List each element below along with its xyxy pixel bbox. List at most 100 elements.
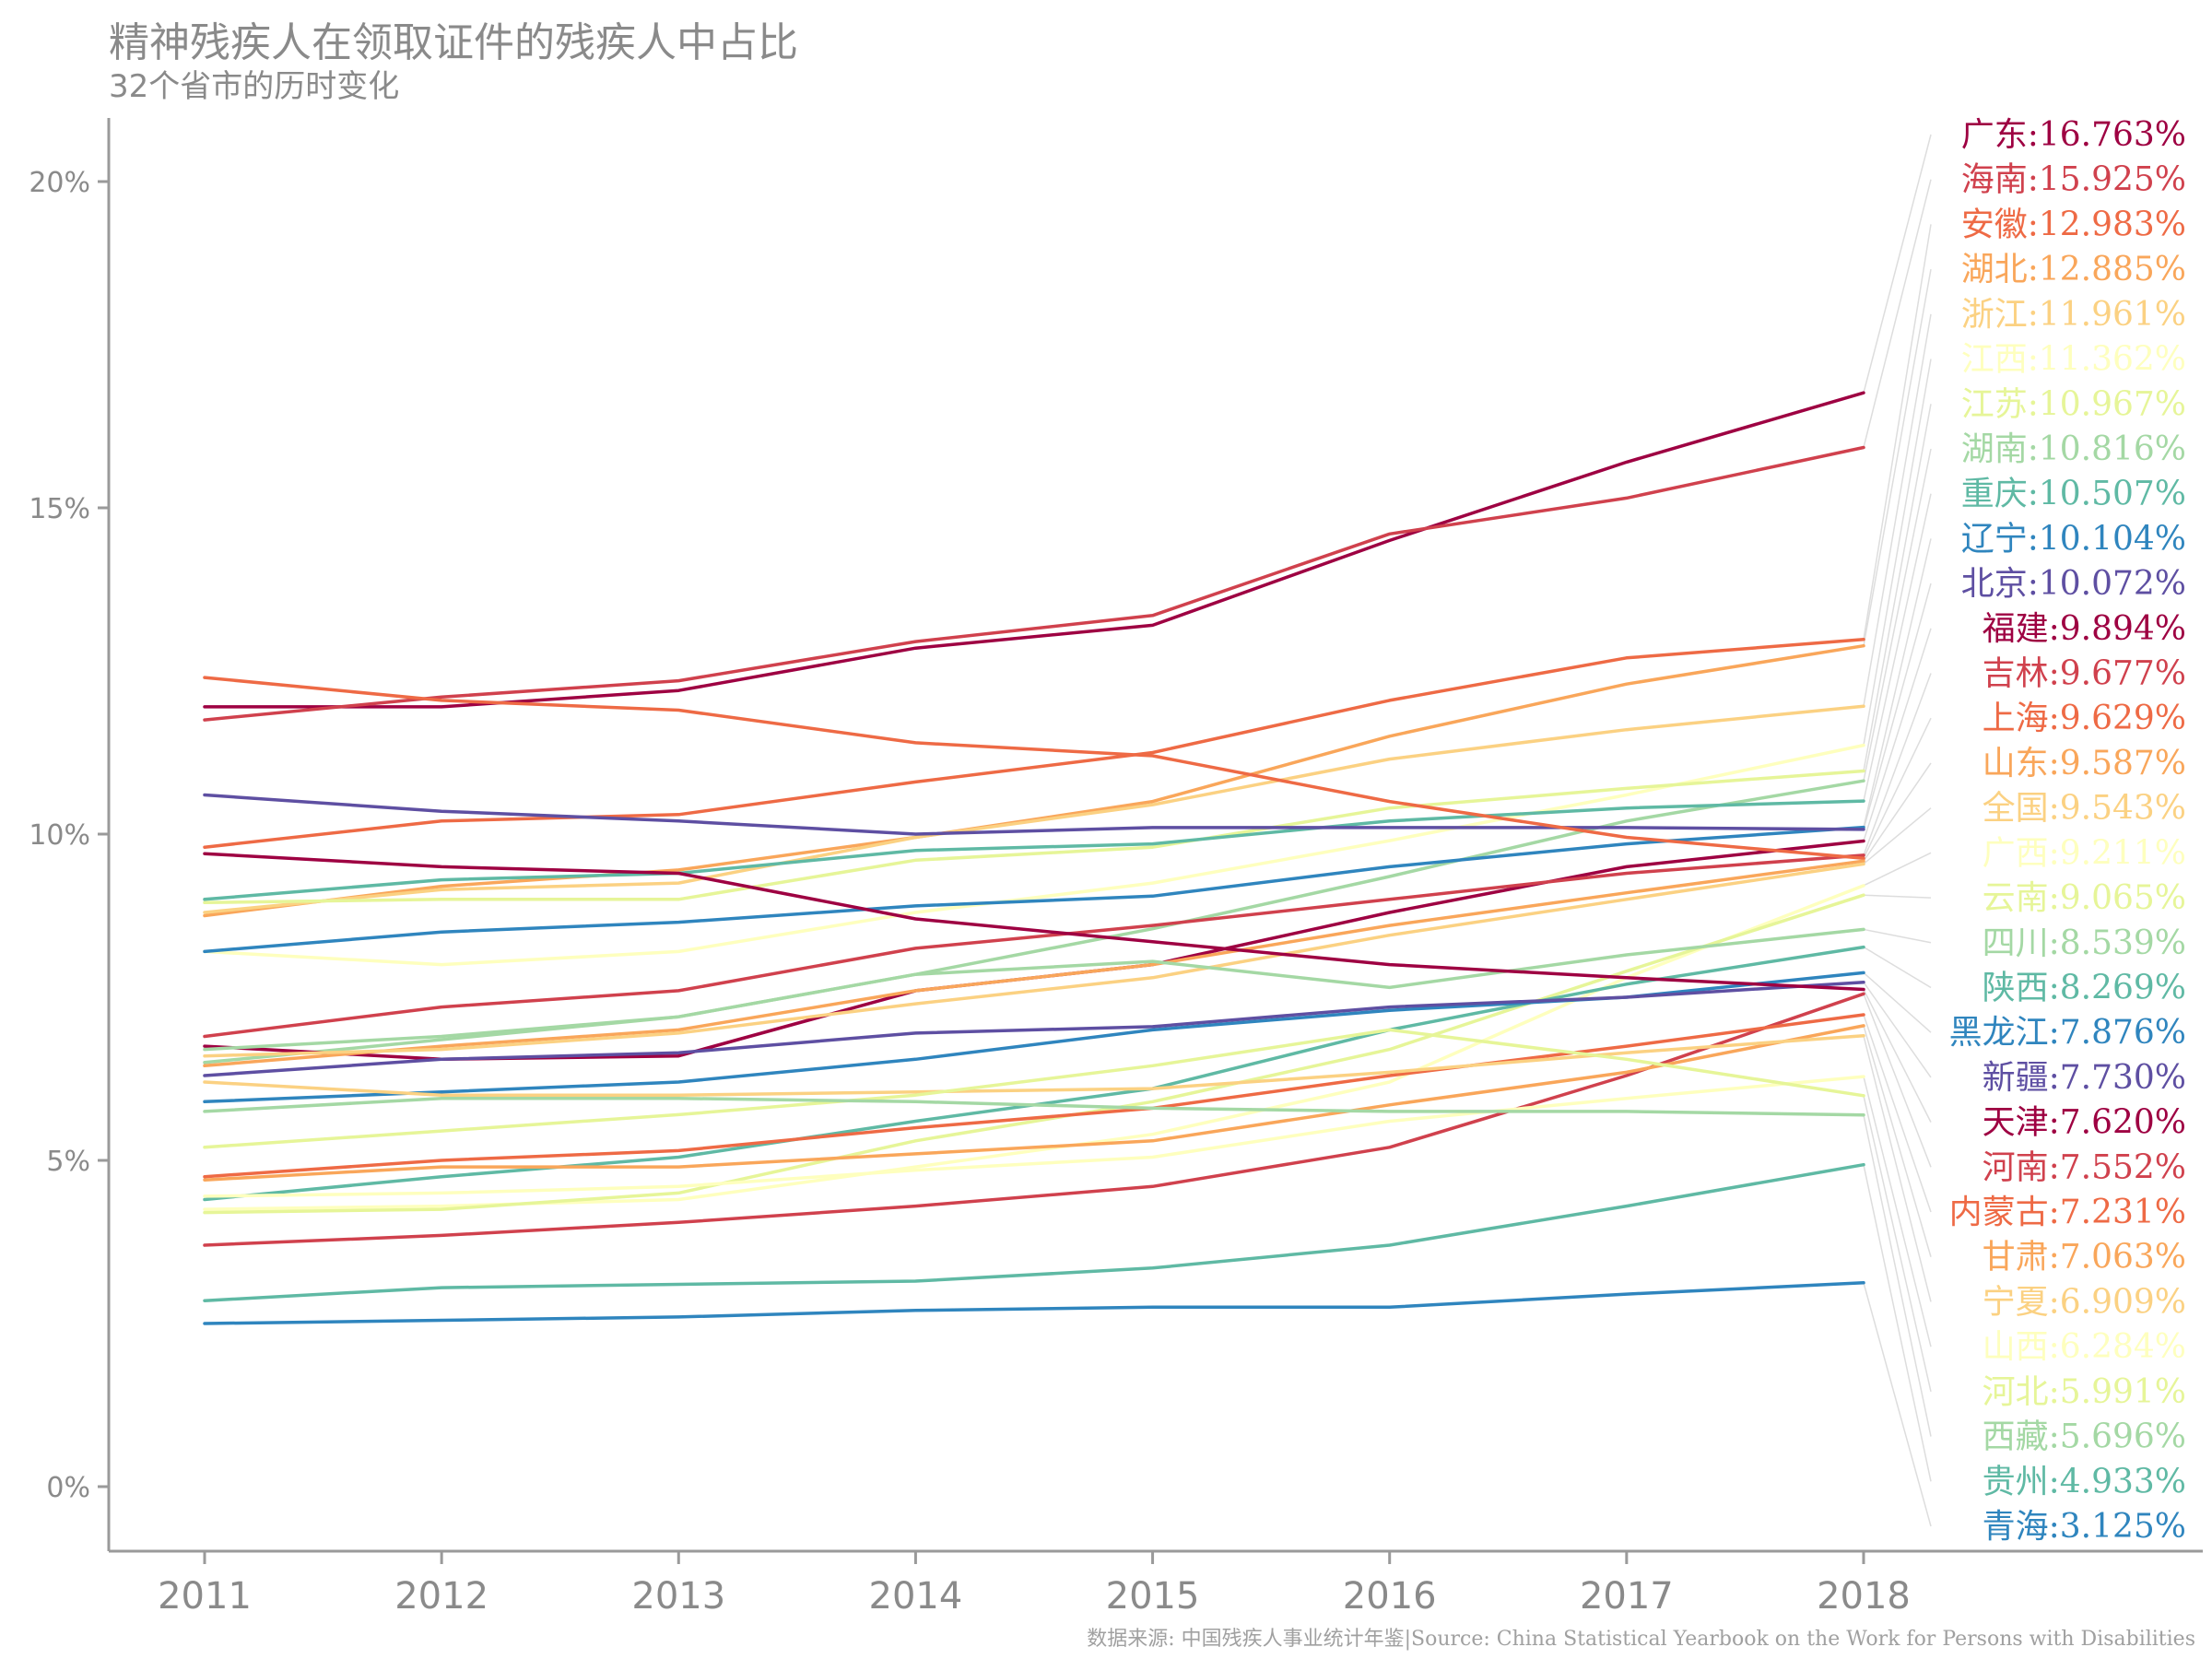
x-tick-label: 2013 — [631, 1575, 725, 1618]
series-line-海南 — [203, 445, 1865, 722]
series-line-天津 — [203, 852, 1865, 992]
end-label-天津: 天津:7.620% — [1983, 1104, 2186, 1142]
label-connector — [1863, 994, 1932, 1168]
label-connector — [1863, 1282, 1932, 1527]
y-tick-label: 15% — [29, 493, 90, 525]
end-label-北京: 北京:10.072% — [1961, 565, 2186, 603]
y-tick-label: 20% — [29, 167, 90, 199]
chart-title: 精神残疾人在领取证件的残疾人中占比 — [109, 19, 798, 66]
end-label-广西: 广西:9.211% — [1983, 834, 2186, 872]
end-label-江苏: 江苏:10.967% — [1961, 385, 2186, 423]
end-label-青海: 青海:3.125% — [1983, 1508, 2186, 1546]
label-connector — [1863, 493, 1932, 802]
series-line-河北 — [203, 1028, 1865, 1149]
series-line-辽宁 — [203, 825, 1865, 954]
end-labels: 广东:16.763% 海南:15.925% 安徽:12.983% 湖北:12.885%… — [1949, 116, 2186, 1546]
label-connector — [1863, 582, 1932, 830]
label-connector — [1863, 1164, 1932, 1482]
label-connector — [1863, 971, 1932, 1033]
end-label-湖北: 湖北:12.885% — [1961, 251, 2186, 288]
series-line-新疆 — [203, 980, 1865, 1077]
end-label-四川: 四川:8.539% — [1983, 924, 2186, 962]
x-tick-label: 2015 — [1106, 1575, 1200, 1618]
series-line-甘肃 — [203, 1024, 1865, 1182]
label-connector — [1863, 404, 1932, 771]
series-line-河南 — [203, 992, 1865, 1247]
label-connector — [1863, 1025, 1932, 1257]
label-connector — [1863, 313, 1932, 707]
series-line-湖南 — [203, 779, 1865, 1065]
label-connector — [1863, 1035, 1932, 1302]
source-note: 数据来源: 中国残疾人事业统计年鉴|Source: China Statisti… — [1087, 1628, 2195, 1651]
series-line-内蒙古 — [203, 1013, 1865, 1179]
end-label-新疆: 新疆:7.730% — [1983, 1059, 2186, 1097]
label-connector — [1863, 179, 1932, 448]
series-line-江西 — [203, 743, 1865, 967]
label-connector — [1863, 762, 1932, 862]
end-label-吉林: 吉林:9.677% — [1983, 655, 2186, 693]
series-line-山东 — [203, 859, 1865, 1068]
series-line-西藏 — [203, 1096, 1865, 1117]
end-label-黑龙江: 黑龙江:7.876% — [1949, 1014, 2186, 1052]
series-line-重庆 — [203, 799, 1865, 901]
series-line-江苏 — [203, 769, 1865, 905]
label-connector — [1863, 673, 1932, 856]
series-line-上海 — [203, 676, 1865, 861]
label-connector — [1863, 359, 1932, 746]
label-connector — [1863, 448, 1932, 782]
label-connector — [1863, 268, 1932, 646]
end-label-河北: 河北:5.991% — [1983, 1373, 2186, 1411]
series-line-安徽 — [203, 638, 1865, 849]
y-tick-label: 5% — [46, 1146, 90, 1178]
series-line-青海 — [203, 1281, 1865, 1325]
series-line-云南 — [203, 893, 1865, 1215]
series-line-山西 — [203, 1075, 1865, 1198]
label-connector — [1863, 1095, 1932, 1393]
label-connector — [1863, 989, 1932, 1123]
label-connector — [1863, 1076, 1932, 1347]
end-label-辽宁: 辽宁:10.104% — [1961, 520, 2186, 558]
end-label-江西: 江西:11.362% — [1961, 341, 2186, 379]
label-connector — [1863, 946, 1932, 989]
x-tick-label: 2017 — [1580, 1575, 1674, 1618]
series-line-广东 — [203, 391, 1865, 709]
end-label-浙江: 浙江:11.961% — [1961, 296, 2186, 334]
x-tick-label: 2012 — [394, 1575, 488, 1618]
series-line-浙江 — [203, 704, 1865, 914]
series-line-全国 — [203, 862, 1865, 1058]
end-label-宁夏: 宁夏:6.909% — [1983, 1283, 2186, 1321]
end-label-湖南: 湖南:10.816% — [1961, 430, 2186, 468]
end-label-山西: 山西:6.284% — [1983, 1328, 2186, 1366]
end-label-重庆: 重庆:10.507% — [1961, 476, 2186, 513]
x-tick-label: 2011 — [158, 1575, 252, 1618]
x-tick-label: 2016 — [1343, 1575, 1437, 1618]
label-connector — [1863, 717, 1932, 859]
series-line-四川 — [203, 927, 1865, 1052]
label-connector — [1863, 807, 1932, 865]
x-tick-label: 2018 — [1817, 1575, 1911, 1618]
label-connectors — [1863, 134, 1932, 1527]
label-connector — [1863, 1014, 1932, 1213]
end-label-广东: 广东:16.763% — [1961, 116, 2186, 154]
chart-subtitle: 32个省市的历时变化 — [109, 68, 400, 105]
label-connector — [1863, 852, 1932, 887]
label-connector — [1863, 224, 1932, 640]
label-connector — [1863, 1114, 1932, 1437]
label-connector — [1863, 982, 1932, 1078]
end-label-陕西: 陕西:8.269% — [1983, 969, 2186, 1006]
end-label-安徽: 安徽:12.983% — [1961, 206, 2186, 243]
end-label-上海: 上海:9.629% — [1983, 700, 2186, 737]
end-label-贵州: 贵州:4.933% — [1983, 1463, 2186, 1500]
end-label-内蒙古: 内蒙古:7.231% — [1949, 1194, 2186, 1231]
end-label-西藏: 西藏:5.696% — [1983, 1418, 2186, 1456]
y-tick-label: 10% — [29, 819, 90, 852]
y-tick-label: 0% — [46, 1472, 90, 1504]
series-line-贵州 — [203, 1162, 1865, 1302]
label-connector — [1863, 928, 1932, 944]
x-tick-label: 2014 — [869, 1575, 963, 1618]
end-label-福建: 福建:9.894% — [1983, 610, 2186, 648]
series-line-吉林 — [203, 853, 1865, 1039]
axes: 0% 5% 10% 15% 20% 2011 2012 2013 2014 2015 2016 201… — [29, 118, 2203, 1618]
end-label-云南: 云南:9.065% — [1983, 879, 2186, 917]
